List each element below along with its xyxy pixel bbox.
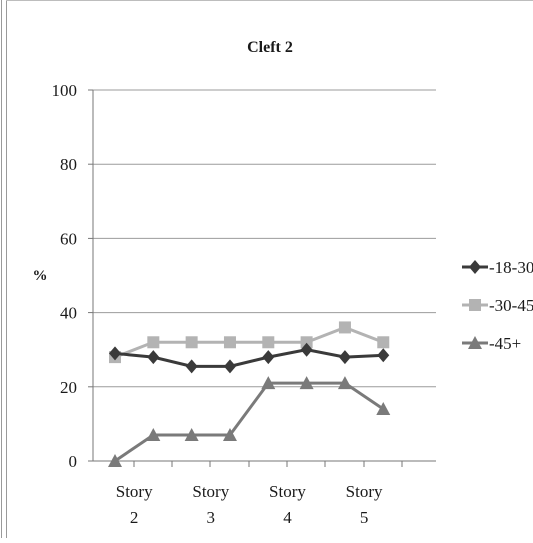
data-point-diamond bbox=[147, 350, 160, 365]
data-point-diamond bbox=[377, 348, 390, 363]
data-point-square bbox=[469, 299, 481, 311]
y-tick-label: 100 bbox=[52, 81, 78, 100]
legend: -18-30 -30-45 -45+ bbox=[462, 258, 533, 353]
data-point-triangle bbox=[146, 428, 161, 442]
x-tick-labels: Story 2 Story 3 Story 4 Story 5 bbox=[116, 482, 383, 527]
y-tick-label: 60 bbox=[60, 229, 77, 248]
data-point-diamond bbox=[469, 260, 481, 274]
data-point-square bbox=[223, 336, 236, 349]
legend-item: -18-30 bbox=[462, 258, 533, 277]
series-18-30 bbox=[109, 342, 390, 374]
y-tick-label: 20 bbox=[60, 378, 77, 397]
y-tick-label: 40 bbox=[60, 304, 77, 323]
x-tick-label: Story 4 bbox=[269, 482, 306, 527]
x-tick-label-line: Story bbox=[192, 482, 229, 501]
data-point-square bbox=[185, 336, 198, 349]
x-tick-label: Story 3 bbox=[192, 482, 229, 527]
x-tick-label-line: 4 bbox=[283, 508, 292, 527]
x-tick-label-line: 5 bbox=[360, 508, 369, 527]
gridlines bbox=[93, 89, 436, 388]
data-point-triangle bbox=[376, 402, 391, 416]
x-tick-label: Story 2 bbox=[116, 482, 153, 527]
data-point-triangle bbox=[337, 376, 352, 390]
legend-item: -30-45 bbox=[462, 296, 533, 315]
data-point-square bbox=[147, 336, 160, 349]
data-point-square bbox=[338, 321, 351, 334]
data-point-diamond bbox=[338, 350, 351, 365]
y-tick-label: 0 bbox=[69, 452, 78, 471]
data-point-diamond bbox=[223, 359, 236, 374]
data-point-diamond bbox=[109, 346, 121, 361]
x-tick-label-line: Story bbox=[269, 482, 306, 501]
series-line bbox=[114, 381, 385, 463]
x-tick-label: Story 5 bbox=[346, 482, 383, 527]
data-point-triangle bbox=[184, 428, 199, 442]
data-point-diamond bbox=[185, 359, 198, 374]
data-point-square bbox=[300, 336, 313, 349]
data-point-square bbox=[377, 336, 390, 349]
series-line bbox=[114, 348, 384, 368]
y-tick-labels: 0 20 40 60 80 100 bbox=[52, 81, 93, 471]
x-tick-label-line: Story bbox=[116, 482, 153, 501]
data-point-square bbox=[262, 336, 275, 349]
data-point-diamond bbox=[262, 350, 275, 365]
series-line bbox=[114, 325, 384, 359]
x-tick-label-line: Story bbox=[346, 482, 383, 501]
data-point-triangle bbox=[108, 454, 122, 467]
x-tick-label-line: 2 bbox=[130, 508, 139, 527]
data-point-triangle bbox=[299, 376, 314, 390]
series-group bbox=[108, 321, 391, 467]
data-point-triangle bbox=[468, 336, 482, 349]
legend-label: -45+ bbox=[489, 334, 521, 353]
data-point-diamond bbox=[300, 342, 313, 357]
y-tick-label: 80 bbox=[60, 155, 77, 174]
data-point-triangle bbox=[222, 428, 237, 442]
series-45+ bbox=[108, 376, 391, 467]
legend-label: -18-30 bbox=[489, 258, 533, 277]
legend-item: -45+ bbox=[462, 334, 521, 353]
y-axis-label: % bbox=[33, 268, 48, 284]
chart-title: Cleft 2 bbox=[247, 39, 293, 56]
x-tick-label-line: 3 bbox=[207, 508, 216, 527]
data-point-triangle bbox=[261, 376, 276, 390]
legend-label: -30-45 bbox=[489, 296, 533, 315]
axes bbox=[92, 90, 436, 467]
